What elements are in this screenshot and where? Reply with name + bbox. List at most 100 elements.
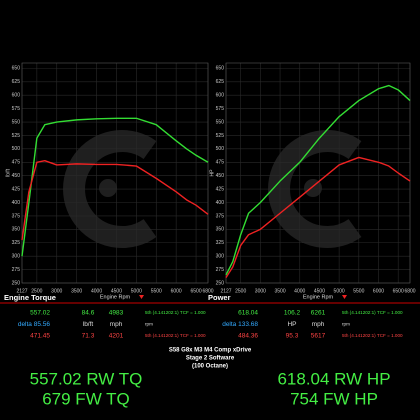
table-cell: 95.3 xyxy=(286,333,299,340)
x-tick-label: 6500 xyxy=(190,288,201,294)
table-cell: delta 85.56 xyxy=(18,321,51,328)
x-tick-label: 6000 xyxy=(171,288,182,294)
y-tick-label: 450 xyxy=(216,173,225,179)
x-tick-label: 5000 xyxy=(334,288,345,294)
y-tick-label: 250 xyxy=(216,280,225,286)
y-tick-label: 475 xyxy=(12,160,21,166)
x-tick-label: 2500 xyxy=(235,288,246,294)
series-line xyxy=(225,84,411,276)
x-tick-label: 6800 xyxy=(404,288,415,294)
y-tick-label: 575 xyxy=(216,106,225,112)
y-axis-label: lb/ft xyxy=(5,168,11,177)
x-tick-label: 4000 xyxy=(294,288,305,294)
x-tick-label: 6500 xyxy=(393,288,404,294)
info-line: (100 Octane) xyxy=(192,364,228,370)
x-axis-label: Engine Rpm xyxy=(100,294,131,300)
y-tick-label: 450 xyxy=(12,173,21,179)
y-tick-label: 500 xyxy=(216,146,225,152)
plot-frame xyxy=(21,62,209,284)
x-tick-label: 3000 xyxy=(51,288,62,294)
panel-title: Power xyxy=(208,293,231,302)
table-cell: 5th (4.141202:1) TCF = 1.000 xyxy=(342,333,403,338)
y-tick-label: 425 xyxy=(216,186,225,192)
y-tick-label: 625 xyxy=(12,79,21,85)
summary: 557.02 RW TQ xyxy=(30,369,143,388)
x-tick-label: 5000 xyxy=(131,288,142,294)
table-cell: 618.04 xyxy=(238,310,258,317)
y-tick-label: 325 xyxy=(12,240,21,246)
y-tick-label: 550 xyxy=(216,119,225,125)
x-tick-label: 2127 xyxy=(16,288,27,294)
y-tick-label: 400 xyxy=(216,200,225,206)
table-cell: 471.45 xyxy=(30,333,50,340)
x-tick-label: 4000 xyxy=(91,288,102,294)
x-axis-arrow xyxy=(342,295,347,299)
table-cell: 71.3 xyxy=(82,333,95,340)
y-tick-label: 600 xyxy=(216,93,225,99)
y-tick-label: 325 xyxy=(216,240,225,246)
y-tick-label: 250 xyxy=(12,280,21,286)
table-cell: rpm xyxy=(342,322,350,327)
series-line xyxy=(21,159,209,241)
summary: 679 FW TQ xyxy=(42,389,130,408)
panel-title: Engine Torque xyxy=(4,293,56,302)
y-tick-label: 300 xyxy=(216,253,225,259)
table-cell: 557.02 xyxy=(30,310,50,317)
x-axis-arrow xyxy=(139,295,144,299)
table-cell: mph xyxy=(110,321,123,328)
y-tick-label: 575 xyxy=(12,106,21,112)
info-line: S58 G8x M3 M4 Comp xDrive xyxy=(169,348,252,354)
table-cell: 4983 xyxy=(109,310,124,317)
y-tick-label: 600 xyxy=(12,93,21,99)
plot-frame xyxy=(225,62,411,284)
x-tick-label: 2127 xyxy=(220,288,231,294)
y-tick-label: 350 xyxy=(216,227,225,233)
y-tick-label: 275 xyxy=(216,267,225,273)
y-tick-label: 425 xyxy=(12,186,21,192)
y-tick-label: 375 xyxy=(216,213,225,219)
y-tick-label: 550 xyxy=(12,119,21,125)
table-cell: 484.36 xyxy=(238,333,258,340)
info-line: Stage 2 Software xyxy=(186,356,235,362)
table-cell: delta 133.68 xyxy=(222,321,258,328)
x-tick-label: 6800 xyxy=(202,288,213,294)
table-cell: 5th (4.141202:1) TCF = 1.000 xyxy=(145,310,206,315)
y-tick-label: 525 xyxy=(216,133,225,139)
x-tick-label: 4500 xyxy=(111,288,122,294)
y-tick-label: 350 xyxy=(12,227,21,233)
x-tick-label: 4500 xyxy=(314,288,325,294)
table-cell: 5th (4.141202:1) TCF = 1.000 xyxy=(145,333,206,338)
x-tick-label: 3000 xyxy=(255,288,266,294)
x-axis-label: Engine Rpm xyxy=(303,294,334,300)
y-tick-label: 650 xyxy=(12,66,21,72)
x-tick-label: 6000 xyxy=(373,288,384,294)
y-tick-label: 275 xyxy=(12,267,21,273)
y-tick-label: 400 xyxy=(12,200,21,206)
x-tick-label: 3500 xyxy=(274,288,285,294)
table-cell: lb/ft xyxy=(83,321,94,328)
y-tick-label: 625 xyxy=(216,79,225,85)
table-cell: rpm xyxy=(145,322,153,327)
table-cell: HP xyxy=(287,321,296,328)
table-cell: 4201 xyxy=(109,333,124,340)
table-cell: 84.6 xyxy=(82,310,95,317)
y-axis-label: HP xyxy=(209,169,215,177)
x-tick-label: 2500 xyxy=(31,288,42,294)
series-line xyxy=(225,156,411,279)
summary: 618.04 RW HP xyxy=(277,369,390,388)
y-tick-label: 375 xyxy=(12,213,21,219)
table-cell: mph xyxy=(312,321,325,328)
table-cell: 106.2 xyxy=(284,310,301,317)
x-tick-label: 3500 xyxy=(71,288,82,294)
table-cell: 5617 xyxy=(311,333,326,340)
y-tick-label: 500 xyxy=(12,146,21,152)
table-cell: 5th (4.141202:1) TCF = 1.000 xyxy=(342,310,403,315)
series-line xyxy=(21,117,209,257)
summary: 754 FW HP xyxy=(290,389,378,408)
y-tick-label: 475 xyxy=(216,160,225,166)
y-tick-label: 525 xyxy=(12,133,21,139)
table-cell: 6261 xyxy=(311,310,326,317)
y-tick-label: 300 xyxy=(12,253,21,259)
x-tick-label: 5500 xyxy=(151,288,162,294)
